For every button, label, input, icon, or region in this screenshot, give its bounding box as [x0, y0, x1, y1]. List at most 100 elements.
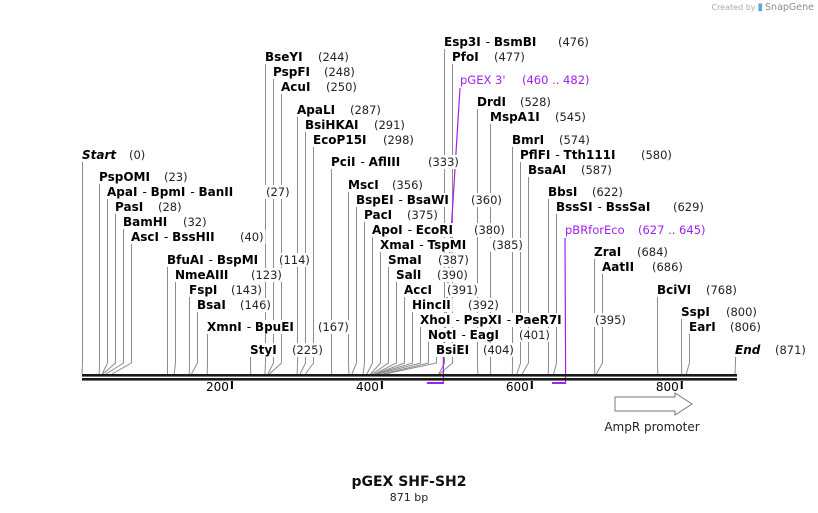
restriction-site[interactable]: ApaLI (287): [295, 103, 383, 117]
restriction-site[interactable]: NotI - EagI (401): [426, 328, 552, 342]
site-name[interactable]: XmaI - TspMI: [380, 238, 466, 252]
site-name[interactable]: BsaI: [197, 298, 226, 312]
site-name[interactable]: BseYI: [265, 50, 303, 64]
site-name[interactable]: EcoP15I: [313, 133, 367, 147]
site-name[interactable]: End: [735, 343, 761, 357]
site-name[interactable]: MscI: [348, 178, 379, 192]
primer-label[interactable]: pBRforEco (627 .. 645): [563, 223, 708, 237]
site-name[interactable]: PflFI - Tth111I: [520, 148, 616, 162]
site-name[interactable]: Start: [82, 148, 117, 162]
site-name[interactable]: BciVI: [657, 283, 691, 297]
restriction-site[interactable]: XmnI - BpuEI (167): [205, 320, 351, 334]
restriction-site[interactable]: EarI (806): [687, 320, 763, 334]
site-name[interactable]: AccI: [404, 283, 432, 297]
site-name[interactable]: ApaLI: [297, 103, 335, 117]
feature-arrow-icon[interactable]: [614, 392, 693, 416]
restriction-site[interactable]: BspEI - BsaWI (360): [354, 193, 504, 207]
restriction-site[interactable]: XmaI - TspMI (385): [378, 238, 525, 252]
restriction-site[interactable]: PspOMI (23): [97, 170, 190, 184]
site-name[interactable]: BsaAI: [528, 163, 566, 177]
restriction-site[interactable]: AccI (391): [402, 283, 480, 297]
site-name[interactable]: SalI: [396, 268, 421, 282]
restriction-site[interactable]: FspI (143): [187, 283, 264, 297]
restriction-site[interactable]: SalI (390): [394, 268, 470, 282]
site-name[interactable]: BamHI: [123, 215, 167, 229]
restriction-site[interactable]: PciI - AflIII (333): [329, 155, 461, 169]
site-name[interactable]: NotI - EagI: [428, 328, 499, 342]
site-name[interactable]: ApaI - BpmI - BanII: [107, 185, 233, 199]
site-name[interactable]: AcuI: [281, 80, 310, 94]
primer-name[interactable]: pBRforEco: [565, 223, 625, 237]
site-name[interactable]: AscI - BssHII: [131, 230, 215, 244]
site-name[interactable]: StyI: [250, 343, 277, 357]
backbone-bottom-strand[interactable]: [82, 378, 737, 381]
restriction-site[interactable]: PflFI - Tth111I (580): [518, 148, 674, 162]
site-name[interactable]: PciI - AflIII: [331, 155, 400, 169]
backbone-top-strand[interactable]: [82, 374, 737, 377]
restriction-site[interactable]: BseYI (244): [263, 50, 351, 64]
restriction-site[interactable]: BfuAI - BspMI (114): [165, 253, 312, 267]
site-name[interactable]: BspEI - BsaWI: [356, 193, 449, 207]
primer-label[interactable]: pGEX 3' (460 .. 482): [458, 73, 592, 87]
restriction-site[interactable]: BamHI (32): [121, 215, 209, 229]
restriction-site[interactable]: StyI (225): [248, 343, 325, 357]
restriction-site[interactable]: Start (0): [80, 148, 148, 162]
site-name[interactable]: BsiHKAI: [305, 118, 359, 132]
site-name[interactable]: Esp3I - BsmBI: [444, 35, 536, 49]
restriction-site[interactable]: PacI (375): [362, 208, 440, 222]
site-name[interactable]: ZraI: [594, 245, 621, 259]
site-name[interactable]: PacI: [364, 208, 392, 222]
site-name[interactable]: XmnI - BpuEI: [207, 320, 294, 334]
site-name[interactable]: FspI: [189, 283, 217, 297]
site-name[interactable]: HincII: [412, 298, 451, 312]
restriction-site[interactable]: PfoI (477): [450, 50, 527, 64]
site-name[interactable]: BmrI: [512, 133, 544, 147]
restriction-site[interactable]: BsaI (146): [195, 298, 273, 312]
restriction-site[interactable]: PspFI (248): [271, 65, 357, 79]
restriction-site[interactable]: BbsI (622): [546, 185, 625, 199]
restriction-site[interactable]: PasI (28): [113, 200, 184, 214]
site-name[interactable]: EarI: [689, 320, 716, 334]
site-name[interactable]: SspI: [681, 305, 710, 319]
restriction-site[interactable]: MscI (356): [346, 178, 425, 192]
restriction-site[interactable]: ApoI - EcoRI (380): [370, 223, 507, 237]
site-name[interactable]: BssSI - BssSaI: [556, 200, 650, 214]
site-name[interactable]: PspFI: [273, 65, 310, 79]
restriction-site[interactable]: BsiEI (404): [434, 343, 516, 357]
restriction-site[interactable]: AatII (686): [600, 260, 685, 274]
site-name[interactable]: XhoI - PspXI - PaeR7I: [420, 313, 562, 327]
restriction-site[interactable]: Esp3I - BsmBI (476): [442, 35, 591, 49]
restriction-site[interactable]: SmaI (387): [386, 253, 471, 267]
restriction-site[interactable]: ZraI (684): [592, 245, 670, 259]
site-name[interactable]: SmaI: [388, 253, 422, 267]
restriction-site[interactable]: End (871): [733, 343, 808, 357]
restriction-site[interactable]: BciVI (768): [655, 283, 739, 297]
restriction-site[interactable]: ApaI - BpmI - BanII (27): [105, 185, 292, 199]
site-name[interactable]: PasI: [115, 200, 143, 214]
site-name[interactable]: DrdI: [477, 95, 506, 109]
site-name[interactable]: BsiEI: [436, 343, 469, 357]
restriction-site[interactable]: MspA1I (545): [488, 110, 588, 124]
site-name[interactable]: BbsI: [548, 185, 577, 199]
sequence-backbone[interactable]: [82, 374, 737, 381]
site-name[interactable]: AatII: [602, 260, 634, 274]
site-name[interactable]: PfoI: [452, 50, 479, 64]
restriction-site[interactable]: BmrI (574): [510, 133, 592, 147]
restriction-site[interactable]: AcuI (250): [279, 80, 359, 94]
restriction-site[interactable]: DrdI (528): [475, 95, 553, 109]
site-name[interactable]: NmeAIII: [175, 268, 228, 282]
site-name[interactable]: MspA1I: [490, 110, 540, 124]
site-name[interactable]: ApoI - EcoRI: [372, 223, 453, 237]
restriction-site[interactable]: BsiHKAI (291): [303, 118, 407, 132]
restriction-site[interactable]: HincII (392): [410, 298, 501, 312]
restriction-site[interactable]: SspI (800): [679, 305, 759, 319]
restriction-site[interactable]: XhoI - PspXI - PaeR7I (395): [418, 313, 628, 327]
restriction-site[interactable]: BssSI - BssSaI (629): [554, 200, 706, 214]
restriction-site[interactable]: AscI - BssHII (40): [129, 230, 266, 244]
restriction-site[interactable]: NmeAIII (123): [173, 268, 284, 282]
site-name[interactable]: BfuAI - BspMI: [167, 253, 258, 267]
restriction-site[interactable]: EcoP15I (298): [311, 133, 416, 147]
restriction-site[interactable]: BsaAI (587): [526, 163, 614, 177]
primer-name[interactable]: pGEX 3': [460, 73, 506, 87]
site-name[interactable]: PspOMI: [99, 170, 150, 184]
